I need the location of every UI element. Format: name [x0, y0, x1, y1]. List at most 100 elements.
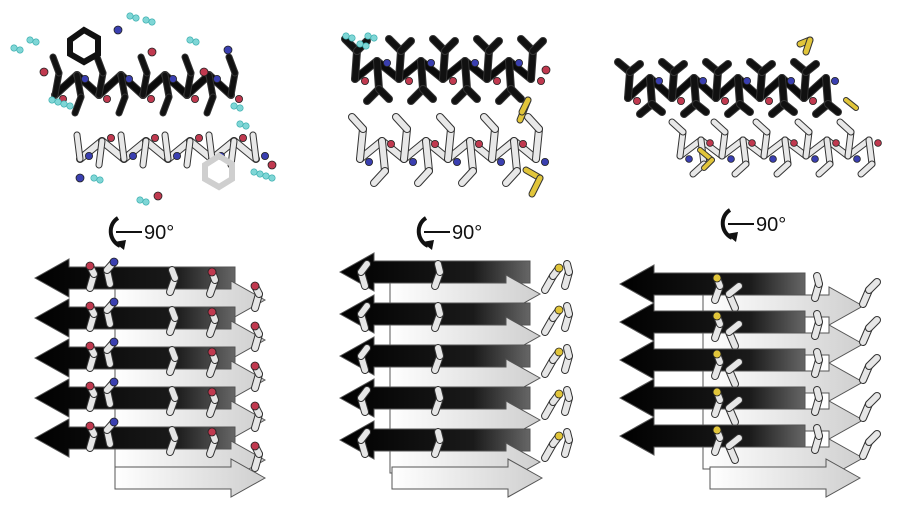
- light-strand-sticks: [348, 96, 550, 198]
- atom: [207, 387, 217, 397]
- bond: [564, 345, 572, 359]
- bond: [735, 75, 743, 107]
- bond: [564, 429, 572, 443]
- rotation-label: 90°: [452, 222, 482, 244]
- bond: [625, 69, 633, 101]
- bond: [753, 119, 770, 135]
- atom: [712, 273, 722, 283]
- strand-arrow-dark: [33, 298, 236, 338]
- bond: [352, 48, 360, 82]
- bond: [824, 137, 833, 167]
- bond: [396, 48, 404, 82]
- atom: [382, 59, 391, 68]
- bond: [118, 72, 128, 100]
- bond: [803, 37, 813, 55]
- strand-arrow-dark: [338, 378, 531, 418]
- bond: [814, 387, 822, 401]
- atom: [150, 133, 159, 142]
- bond: [779, 75, 787, 107]
- water-atom: [192, 38, 200, 46]
- rotation-arrow-icon: [416, 216, 450, 250]
- bond: [533, 126, 542, 162]
- bond: [508, 86, 524, 102]
- water-atom: [148, 18, 156, 26]
- atom: [250, 361, 260, 371]
- atom: [85, 341, 95, 351]
- bond: [726, 283, 742, 297]
- atom: [364, 157, 373, 166]
- atom: [655, 77, 664, 86]
- atom: [706, 139, 714, 147]
- strand-arrow-dark: [618, 416, 806, 456]
- water-atom: [236, 104, 244, 112]
- bond: [52, 70, 62, 98]
- water-atom: [10, 44, 18, 52]
- bond: [781, 101, 797, 115]
- bond: [702, 158, 714, 170]
- bond: [823, 75, 831, 107]
- atom: [260, 151, 269, 160]
- bond: [774, 161, 791, 177]
- atom: [207, 347, 217, 357]
- atom: [809, 97, 818, 106]
- bond: [228, 70, 238, 98]
- atom: [769, 155, 777, 163]
- atom: [85, 151, 94, 160]
- dark-strand-sticks: [39, 25, 243, 117]
- water-atom: [142, 16, 150, 24]
- atom: [250, 441, 260, 451]
- bond: [440, 48, 448, 82]
- bond: [757, 69, 765, 101]
- atom: [109, 337, 119, 347]
- atom: [765, 97, 774, 106]
- bond: [825, 101, 841, 115]
- atom: [199, 67, 209, 77]
- bond: [138, 54, 150, 76]
- atom: [125, 75, 134, 84]
- strand-arrow-dark: [618, 302, 806, 342]
- bond: [358, 303, 370, 317]
- light-strand-sticks: [73, 131, 277, 201]
- bond: [816, 161, 833, 177]
- bond: [814, 273, 822, 287]
- aromatic-ring: [67, 26, 101, 66]
- bond: [726, 397, 742, 411]
- bond: [649, 101, 665, 115]
- atom: [496, 157, 505, 166]
- atom: [743, 77, 752, 86]
- atom: [238, 133, 247, 142]
- water-atom: [342, 32, 350, 40]
- rotation-right: 90°: [720, 208, 786, 242]
- strand-arrow-dark: [618, 340, 806, 380]
- bond: [445, 126, 454, 162]
- bond: [866, 317, 880, 331]
- bond: [528, 48, 536, 82]
- panel-middle-sheet-stack: [338, 252, 573, 498]
- water-atom: [262, 172, 270, 180]
- aromatic-ring: [202, 152, 235, 191]
- atom: [212, 75, 221, 84]
- bond: [759, 61, 775, 75]
- light-strand-sticks: [668, 97, 882, 178]
- bond: [726, 359, 742, 373]
- atom: [103, 95, 112, 104]
- atom: [811, 155, 819, 163]
- bond: [169, 427, 178, 441]
- bond: [357, 126, 366, 162]
- rotation-label: 90°: [756, 214, 786, 236]
- atom: [109, 377, 119, 387]
- bond: [627, 61, 643, 75]
- bond: [435, 345, 443, 359]
- atom: [267, 160, 277, 170]
- atom: [790, 139, 798, 147]
- rotation-arrow-icon: [108, 216, 142, 250]
- rotation-label: 90°: [144, 222, 174, 244]
- bond: [169, 267, 178, 281]
- panel-right-top: [614, 36, 882, 178]
- water-atom: [362, 42, 370, 50]
- atom: [153, 191, 163, 201]
- strand-arrow-dark: [33, 258, 236, 298]
- bond: [140, 70, 150, 98]
- water-atom: [54, 98, 62, 106]
- atom: [146, 95, 155, 104]
